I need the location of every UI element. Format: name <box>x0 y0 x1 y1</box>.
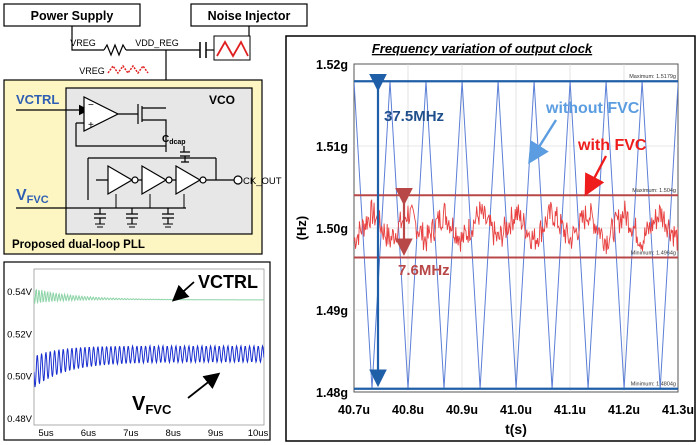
freq-x-ticks: 40.7u 40.8u 40.9u 41.0u 41.1u 41.2u 41.3u <box>338 403 694 417</box>
freq-x-tick-label: 40.7u <box>338 403 370 417</box>
bottom-x-tick-label: 7us <box>123 428 139 439</box>
dcap-ground <box>181 156 189 163</box>
bottom-x-ticks: 5us 6us 7us 8us 9us 10us <box>38 428 268 439</box>
opamp-plus-sign: + <box>88 120 94 131</box>
frequency-chart: Frequency variation of output clock 1.52… <box>285 35 696 442</box>
freq-chart-title: Frequency variation of output clock <box>372 41 593 56</box>
freq-y-tick-label: 1.48g <box>316 386 348 400</box>
with-fvc-arrow <box>584 155 608 197</box>
ring-feedback-wire <box>87 157 216 200</box>
bottom-y-ticks: 0.54V 0.52V 0.50V 0.48V <box>7 287 32 425</box>
power-supply-label: Power Supply <box>31 9 114 23</box>
freq-x-tick-label: 41.3u <box>662 403 694 417</box>
vfvc-label: VFVC <box>16 187 49 206</box>
without-fvc-arrow <box>528 119 558 165</box>
freq-x-tick-label: 40.9u <box>446 403 478 417</box>
inverter-supply-wires <box>115 194 185 208</box>
span-37-label: 37.5MHz <box>384 108 444 125</box>
freq-y-tick-label: 1.52g <box>316 58 348 72</box>
noisy-supply-icon <box>107 64 149 75</box>
freq-x-tick-label: 41.0u <box>500 403 532 417</box>
vctrl-trace-label: VCTRL <box>198 272 258 292</box>
pll-label: Proposed dual-loop PLL <box>12 239 145 251</box>
vdd-reg-label: VDD_REG <box>135 38 179 48</box>
freq-y-ticks: 1.52g 1.51g 1.50g 1.49g 1.48g <box>316 58 348 400</box>
pass-transistor <box>118 104 167 146</box>
bottom-y-tick-label: 0.54V <box>7 287 32 298</box>
inverter-3-bubble <box>199 176 207 184</box>
span-7-label: 7.6MHz <box>398 262 450 279</box>
vreg-wire <box>71 26 104 51</box>
freq-y-axis-label: (Hz) <box>294 216 309 241</box>
without-fvc-label: without FVC <box>545 100 640 117</box>
freq-y-tick-label: 1.51g <box>316 140 348 154</box>
freq-x-axis-label: t(s) <box>505 421 527 437</box>
bottom-y-tick-label: 0.52V <box>7 329 32 340</box>
bottom-x-tick-label: 6us <box>81 428 97 439</box>
bottom-plot: 0.54V 0.52V 0.50V 0.48V 5us 6us 7us 8us 9us 10us… <box>3 261 271 441</box>
blue-max-marker-label: Maximum: 1.5179g <box>629 74 676 80</box>
opamp-minus-sign: − <box>88 100 94 111</box>
freq-x-tick-label: 41.1u <box>554 403 586 417</box>
ck-out-label: CK_OUT <box>243 176 282 187</box>
cdcap-label: Cdcap <box>162 134 186 146</box>
bottom-x-tick-label: 9us <box>208 428 224 439</box>
inverter-2-bubble <box>165 176 173 184</box>
vreg-label: VREG <box>70 38 96 48</box>
noise-injector-label: Noise Injector <box>208 9 291 23</box>
vfvc-trace <box>34 344 264 388</box>
coupling-capacitor <box>199 42 207 58</box>
red-max-marker-label: Maximum: 1.504g <box>632 188 676 194</box>
freq-y-tick-label: 1.49g <box>316 304 348 318</box>
vfvc-trace-label: VFVC <box>132 393 172 417</box>
blue-min-marker-label: Minimum: 1.4804g <box>631 382 676 388</box>
fvc-transistors <box>94 208 174 224</box>
bottom-x-tick-label: 10us <box>248 428 269 439</box>
freq-x-tick-label: 40.8u <box>392 403 424 417</box>
ground-symbols <box>95 223 173 228</box>
vfvc-pointer-arrow <box>187 372 221 399</box>
schematic: Power Supply Noise Injector VREG VDD_REG… <box>3 3 308 255</box>
feedback-wire <box>75 122 166 147</box>
triangle-wave-icon <box>216 40 249 58</box>
vco-label: VCO <box>209 93 235 107</box>
vreg-noisy-label: VREG <box>79 66 105 76</box>
vctrl-label: VCTRL <box>16 92 59 107</box>
bottom-x-tick-label: 5us <box>38 428 54 439</box>
bottom-y-tick-label: 0.50V <box>7 372 32 383</box>
freq-y-tick-label: 1.50g <box>316 222 348 236</box>
bottom-y-tick-label: 0.48V <box>7 414 32 425</box>
ck-out-terminal <box>233 175 243 185</box>
with-fvc-label: with FVC <box>577 137 647 154</box>
freq-x-tick-label: 41.2u <box>608 403 640 417</box>
bottom-plot-area <box>33 268 265 426</box>
resistor-symbol <box>103 43 127 57</box>
dcap-wires <box>165 146 185 152</box>
red-min-marker-label: Minimum: 1.4964g <box>631 251 676 257</box>
vctrl-pointer-arrow <box>171 281 195 302</box>
bottom-x-tick-label: 8us <box>166 428 182 439</box>
vctrl-trace <box>34 288 264 304</box>
inverter-1-bubble <box>131 176 139 184</box>
opamp-symbol <box>83 96 120 132</box>
